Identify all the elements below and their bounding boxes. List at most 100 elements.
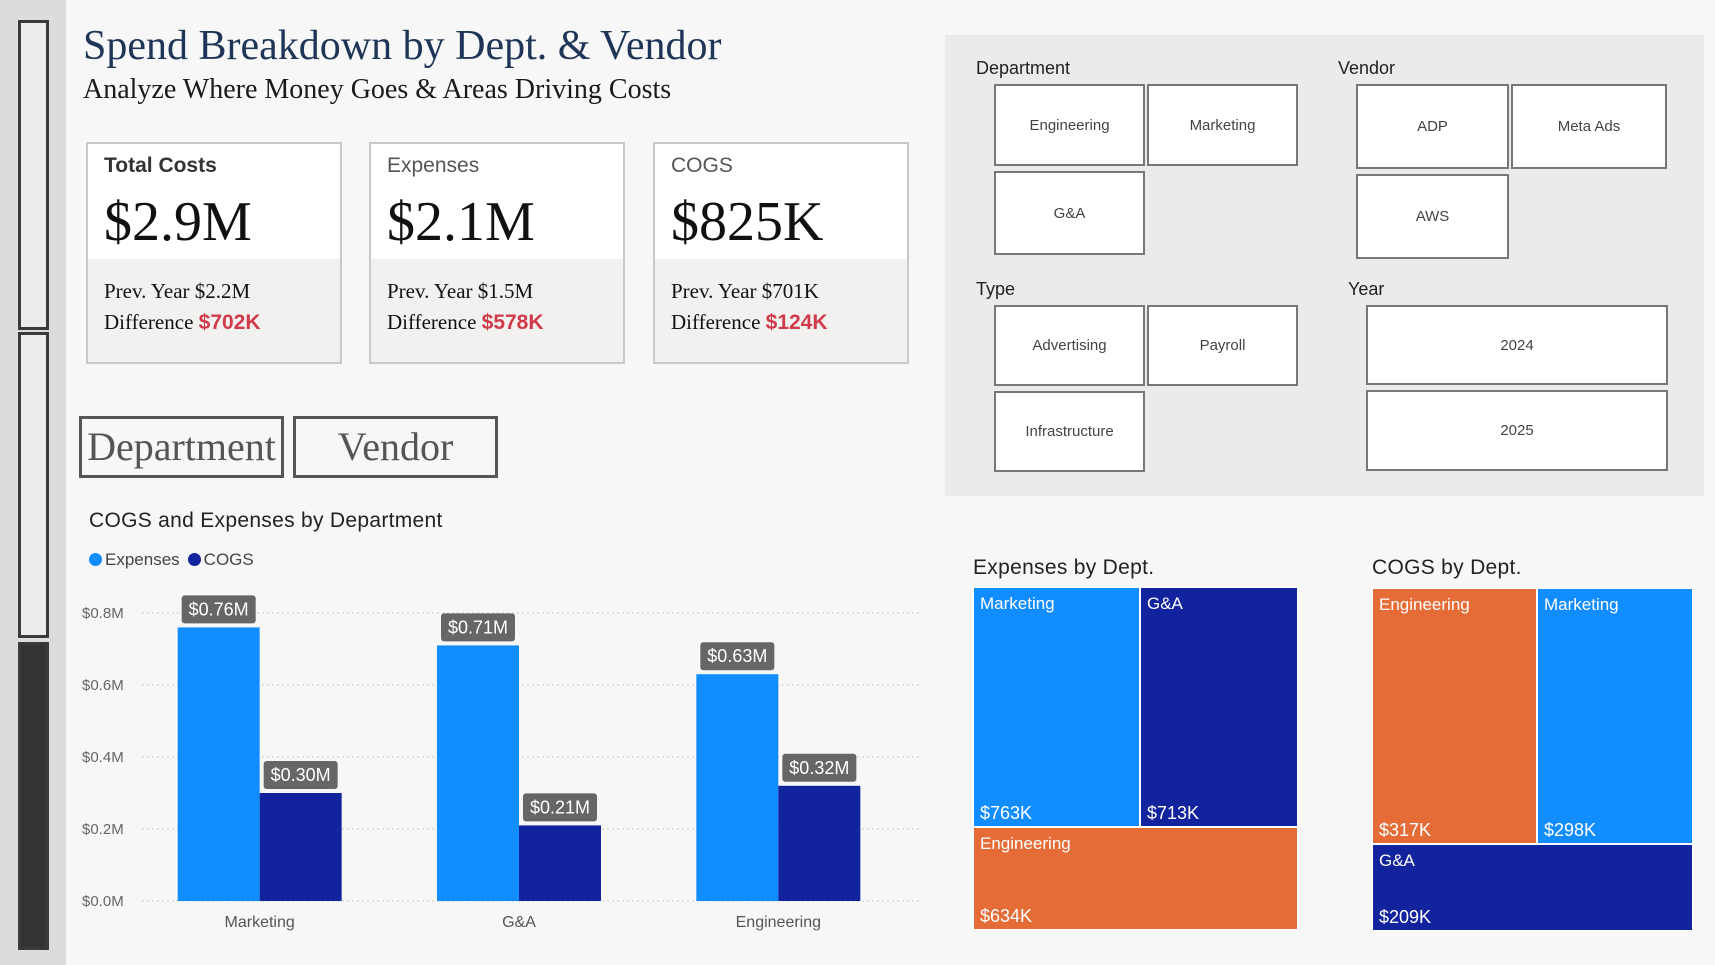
tile-name: Marketing bbox=[1544, 595, 1619, 614]
kpi-difference-label: Difference bbox=[104, 310, 194, 334]
bar-cogs[interactable] bbox=[519, 825, 601, 901]
data-label: $0.63M bbox=[707, 646, 767, 666]
treemap-tile-engineering[interactable]: Engineering $317K bbox=[1372, 588, 1537, 844]
kpi-label: Expenses bbox=[387, 154, 480, 177]
clustered-bar-chart: $0.0M $0.2M $0.4M $0.6M $0.8M $0.76M $0.30M Mar… bbox=[82, 595, 920, 931]
nav-page-1-button[interactable] bbox=[18, 20, 49, 330]
y-tick-label: $0.0M bbox=[82, 893, 124, 910]
tile-value: $713K bbox=[1147, 803, 1200, 823]
legend-item-expenses[interactable]: Expenses bbox=[89, 550, 180, 570]
department-view-button[interactable]: Department bbox=[79, 416, 284, 478]
kpi-label: Total Costs bbox=[104, 154, 217, 177]
data-label-bg bbox=[181, 595, 256, 624]
bar-cogs[interactable] bbox=[778, 785, 861, 901]
slicer-vendor-adp[interactable]: ADP bbox=[1356, 84, 1509, 169]
expenses-treemap: Marketing $763K G&A $713K Engineering $6… bbox=[973, 587, 1298, 930]
bar-expenses[interactable] bbox=[696, 674, 779, 901]
x-tick-label: G&A bbox=[502, 914, 536, 931]
treemap-tile-ga[interactable]: G&A $713K bbox=[1140, 587, 1298, 827]
kpi-card-header bbox=[655, 144, 907, 259]
kpi-difference-label: Difference bbox=[387, 310, 477, 334]
slicer-vendor-meta-ads[interactable]: Meta Ads bbox=[1511, 84, 1667, 169]
data-label-bg bbox=[523, 793, 597, 822]
tile-name: Engineering bbox=[1379, 595, 1470, 614]
kpi-difference: Difference $702K bbox=[104, 310, 261, 335]
kpi-prev-year: Prev. Year $1.5M bbox=[387, 279, 534, 303]
data-label-bg bbox=[782, 753, 857, 782]
x-tick-label: Engineering bbox=[736, 914, 821, 931]
slicer-vendor-aws[interactable]: AWS bbox=[1356, 174, 1509, 259]
legend-expenses-label: Expenses bbox=[105, 550, 180, 569]
kpi-difference: Difference $124K bbox=[671, 310, 828, 335]
kpi-difference-value: $124K bbox=[765, 311, 828, 334]
kpi-card-cogs: COGS $825K Prev. Year $701K Difference $… bbox=[653, 142, 909, 364]
legend-expenses-marker bbox=[89, 553, 102, 566]
chart-legend: Expenses COGS bbox=[89, 550, 254, 570]
chart-title: COGS and Expenses by Department bbox=[89, 509, 443, 532]
type-slicer-label: Type bbox=[976, 279, 1016, 299]
year-slicer-label: Year bbox=[1348, 279, 1385, 299]
y-tick-label: $0.4M bbox=[82, 749, 124, 766]
tile-name: G&A bbox=[1147, 594, 1183, 613]
slicer-type-payroll[interactable]: Payroll bbox=[1147, 305, 1298, 386]
tile-value: $209K bbox=[1379, 907, 1432, 927]
cogs-treemap: Engineering $317K Marketing $298K G&A $2… bbox=[1372, 588, 1693, 931]
page-title: Spend Breakdown by Dept. & Vendor bbox=[83, 23, 722, 69]
data-label: $0.21M bbox=[530, 797, 590, 817]
kpi-label: COGS bbox=[671, 154, 733, 177]
slicer-department-marketing[interactable]: Marketing bbox=[1147, 84, 1298, 166]
slicer-type-advertising[interactable]: Advertising bbox=[994, 305, 1145, 386]
data-label: $0.71M bbox=[448, 617, 508, 637]
bar-cogs[interactable] bbox=[259, 793, 342, 901]
nav-page-2-button[interactable] bbox=[18, 332, 49, 638]
tile-value: $763K bbox=[980, 803, 1033, 823]
tile-name: Engineering bbox=[980, 834, 1071, 853]
vendor-slicer-label: Vendor bbox=[1338, 58, 1396, 78]
slicer-department-ga[interactable]: G&A bbox=[994, 171, 1145, 255]
data-label: $0.30M bbox=[271, 765, 331, 785]
tile-name: G&A bbox=[1379, 851, 1415, 870]
treemap-tile-marketing[interactable]: Marketing $763K bbox=[973, 587, 1140, 827]
slicer-year-2024[interactable]: 2024 bbox=[1366, 305, 1668, 385]
nav-page-3-button[interactable] bbox=[18, 642, 49, 950]
kpi-difference-value: $702K bbox=[198, 311, 261, 334]
slicer-type-infrastructure[interactable]: Infrastructure bbox=[994, 391, 1145, 472]
y-tick-label: $0.2M bbox=[82, 821, 124, 838]
tile-name: Marketing bbox=[980, 594, 1055, 613]
kpi-value: $825K bbox=[671, 191, 824, 253]
kpi-difference: Difference $578K bbox=[387, 310, 544, 335]
kpi-prev-year: Prev. Year $701K bbox=[671, 279, 819, 303]
kpi-card-header bbox=[88, 144, 340, 259]
kpi-difference-value: $578K bbox=[481, 311, 544, 334]
data-label-bg bbox=[263, 761, 338, 789]
data-label: $0.32M bbox=[789, 758, 849, 778]
data-label: $0.76M bbox=[189, 599, 249, 619]
kpi-card-header bbox=[371, 144, 623, 259]
vendor-view-button[interactable]: Vendor bbox=[293, 416, 498, 478]
legend-cogs-marker bbox=[187, 553, 201, 566]
x-tick-label: Marketing bbox=[225, 914, 295, 931]
legend-cogs-label: COGS bbox=[203, 550, 254, 569]
legend-item-cogs[interactable]: COGS bbox=[187, 550, 254, 570]
treemap-tile-engineering[interactable]: Engineering $634K bbox=[973, 827, 1298, 930]
expenses-treemap-title: Expenses by Dept. bbox=[973, 556, 1155, 579]
bar-expenses[interactable] bbox=[177, 627, 260, 901]
treemap-tile-marketing[interactable]: Marketing $298K bbox=[1537, 588, 1693, 844]
data-label-bg bbox=[700, 642, 775, 671]
tile-value: $317K bbox=[1379, 820, 1432, 840]
kpi-value: $2.9M bbox=[104, 191, 252, 253]
y-tick-label: $0.6M bbox=[82, 677, 124, 694]
data-label-bg bbox=[441, 613, 515, 642]
bar-expenses[interactable] bbox=[437, 645, 519, 901]
kpi-card-expenses: Expenses $2.1M Prev. Year $1.5M Differen… bbox=[369, 142, 625, 364]
tile-value: $298K bbox=[1544, 820, 1597, 840]
slicer-year-2025[interactable]: 2025 bbox=[1366, 390, 1668, 471]
kpi-difference-label: Difference bbox=[671, 310, 761, 334]
slicer-department-engineering[interactable]: Engineering bbox=[994, 84, 1145, 166]
treemap-tile-ga[interactable]: G&A $209K bbox=[1372, 844, 1693, 931]
cogs-treemap-title: COGS by Dept. bbox=[1372, 556, 1522, 579]
y-tick-label: $0.8M bbox=[82, 605, 124, 622]
kpi-value: $2.1M bbox=[387, 191, 535, 253]
page-subtitle: Analyze Where Money Goes & Areas Driving… bbox=[83, 74, 672, 105]
kpi-card-total-costs: Total Costs $2.9M Prev. Year $2.2M Diffe… bbox=[86, 142, 342, 364]
